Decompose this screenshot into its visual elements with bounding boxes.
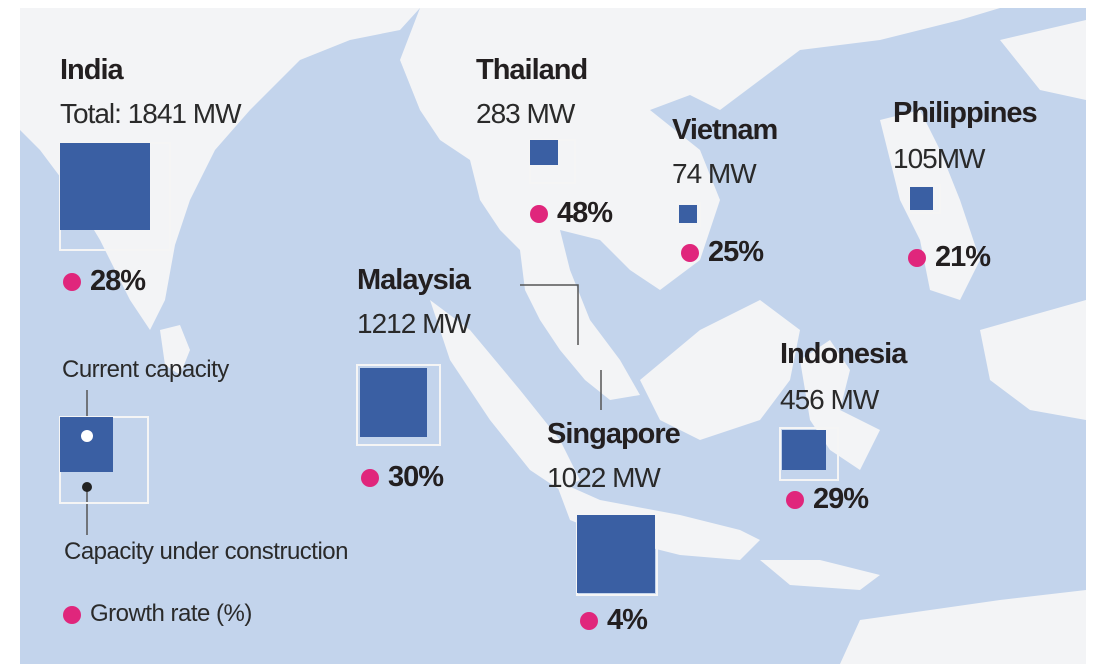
growth-label: 48%	[557, 197, 613, 229]
capacity-label: 1212 MW	[357, 308, 471, 339]
leader-line	[520, 284, 579, 345]
country-name: Thailand	[476, 54, 588, 86]
growth-label: 21%	[935, 241, 991, 273]
growth-dot	[361, 469, 379, 487]
legend-dot-black	[82, 482, 92, 492]
growth-label: 28%	[90, 265, 146, 297]
growth-label: 25%	[708, 236, 764, 268]
construction-box	[779, 427, 839, 481]
current-box	[782, 430, 826, 470]
legend-growth-dot	[63, 606, 81, 624]
country-name: Indonesia	[780, 338, 907, 370]
current-box	[679, 205, 697, 223]
capacity-label: Total: 1841 MW	[60, 98, 242, 129]
legend-current: Current capacity	[62, 356, 229, 383]
legend-dot-white	[81, 430, 93, 442]
legend-construction: Capacity under construction	[64, 538, 349, 565]
growth-label: 4%	[607, 604, 648, 636]
country-name: Singapore	[547, 418, 681, 450]
country-name: Philippines	[893, 97, 1038, 129]
current-box	[910, 187, 933, 210]
capacity-label: 283 MW	[476, 98, 575, 129]
capacity-label: 1022 MW	[547, 462, 661, 493]
current-box	[530, 140, 558, 165]
growth-label: 29%	[813, 483, 869, 515]
capacity-label: 105MW	[893, 143, 985, 174]
growth-dot	[530, 205, 548, 223]
growth-dot	[908, 249, 926, 267]
construction-box	[356, 364, 441, 446]
growth-dot	[786, 491, 804, 509]
capacity-label: 74 MW	[672, 158, 757, 189]
growth-label: 30%	[388, 461, 444, 493]
current-box	[60, 143, 150, 230]
construction-box	[676, 202, 701, 227]
capacity-boxes	[59, 139, 941, 630]
current-box	[360, 368, 427, 437]
country-name: India	[60, 54, 124, 86]
current-box	[577, 515, 655, 593]
capacity-label: 456 MW	[780, 384, 879, 415]
growth-dot	[580, 612, 598, 630]
country-name: Malaysia	[357, 264, 471, 296]
legend-current-box	[60, 417, 113, 472]
growth-dot	[63, 273, 81, 291]
growth-dot	[681, 244, 699, 262]
legend-growth: Growth rate (%)	[90, 600, 252, 627]
country-name: Vietnam	[672, 114, 778, 146]
